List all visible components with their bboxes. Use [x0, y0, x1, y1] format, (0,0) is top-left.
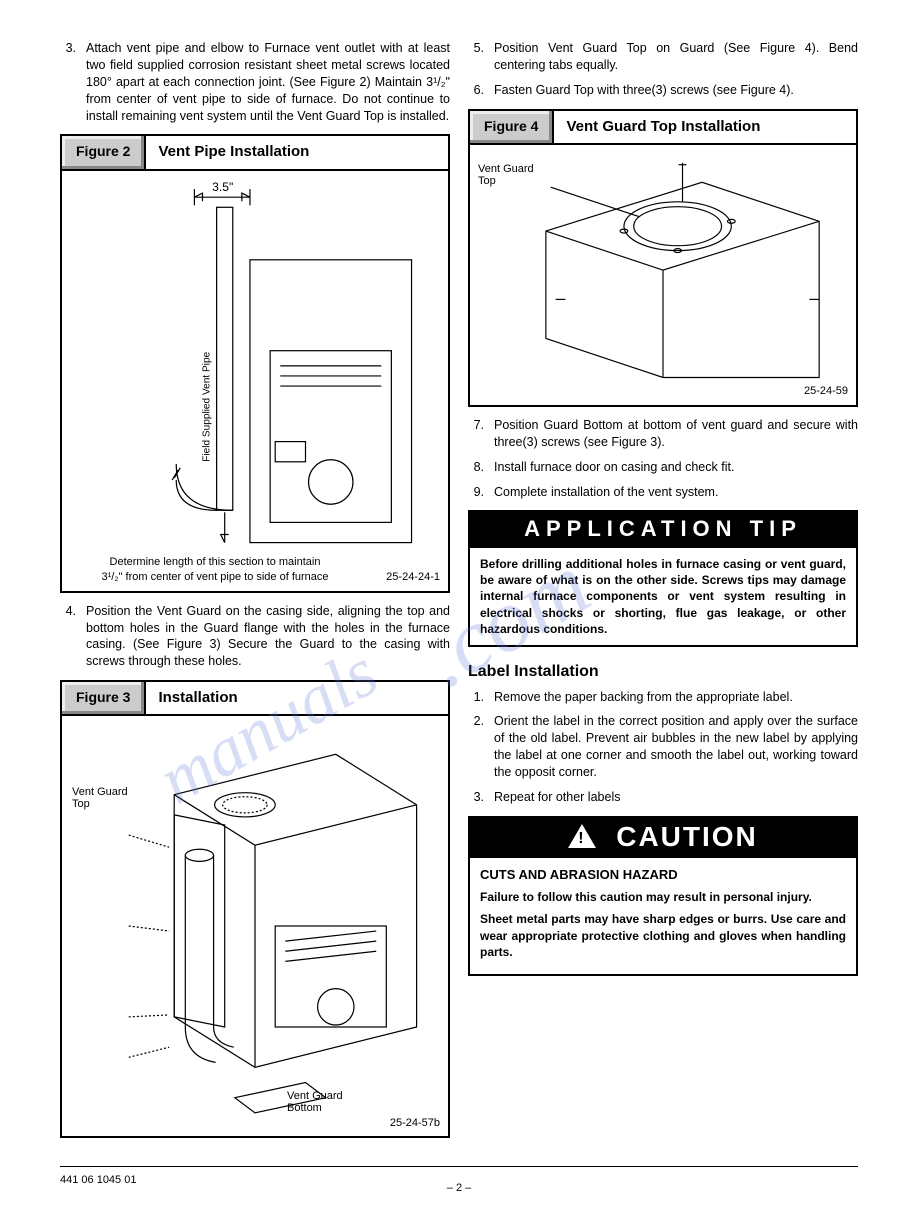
step-number: 3. — [468, 789, 494, 806]
caption1: Determine length of this section to main… — [110, 556, 321, 568]
caution-body2: Sheet metal parts may have sharp edges o… — [480, 912, 846, 958]
step-number: 2. — [468, 713, 494, 781]
figure-2-body: 3.5" Field Supplied Vent Pipe 25-24-24-1… — [62, 171, 448, 591]
figure-3: Figure 3 Installation — [60, 680, 450, 1138]
step-number: 4. — [60, 603, 86, 671]
figure-title: Vent Guard Top Installation — [554, 111, 856, 143]
vent-guard-bottom-label: Vent GuardBottom — [287, 1090, 343, 1114]
figure-header: Figure 3 Installation — [62, 682, 448, 716]
figure-code: 25-24-57b — [390, 1116, 440, 1131]
figure-code: 25-24-24-1 — [386, 570, 440, 585]
figure-caption: Determine length of this section to main… — [62, 555, 368, 585]
step-6: 6. Fasten Guard Top with three(3) screws… — [468, 82, 858, 99]
pipe-label: Field Supplied Vent Pipe — [202, 351, 213, 461]
label-step-2: 2. Orient the label in the correct posit… — [468, 713, 858, 781]
application-tip-heading: APPLICATION TIP — [468, 510, 858, 548]
figure-title: Vent Pipe Installation — [146, 136, 448, 168]
step-text: Position Guard Bottom at bottom of vent … — [494, 417, 858, 451]
step-text: Remove the paper backing from the approp… — [494, 689, 858, 706]
step-4: 4. Position the Vent Guard on the casing… — [60, 603, 450, 671]
caution-body1: Failure to follow this caution may resul… — [480, 890, 812, 904]
step-text: Install furnace door on casing and check… — [494, 459, 858, 476]
figure-4-drawing — [478, 153, 848, 397]
step-number: 5. — [468, 40, 494, 74]
label-installation-title: Label Installation — [468, 661, 858, 683]
step-3: 3. Attach vent pipe and elbow to Furnace… — [60, 40, 450, 124]
step-5: 5. Position Vent Guard Top on Guard (See… — [468, 40, 858, 74]
page-footer: 441 06 1045 01 – 2 – — [60, 1166, 858, 1188]
step-number: 9. — [468, 484, 494, 501]
figure-label: Figure 2 — [62, 136, 146, 168]
step-text: Repeat for other labels — [494, 789, 858, 806]
page-number: – 2 – — [447, 1181, 471, 1196]
step-text: Position the Vent Guard on the casing si… — [86, 603, 450, 671]
figure-title: Installation — [146, 682, 448, 714]
label-step-1: 1. Remove the paper backing from the app… — [468, 689, 858, 706]
application-tip-body: Before drilling additional holes in furn… — [468, 548, 858, 647]
left-column: 3. Attach vent pipe and elbow to Furnace… — [60, 40, 450, 1148]
figure-3-drawing — [70, 724, 440, 1128]
figure-header: Figure 4 Vent Guard Top Installation — [470, 111, 856, 145]
caution-heading: CAUTION — [468, 816, 858, 858]
figure-code: 25-24-59 — [804, 384, 848, 399]
step-number: 3. — [60, 40, 86, 124]
step-text: Complete installation of the vent system… — [494, 484, 858, 501]
figure-4-body: Vent GuardTop 25-24-59 — [470, 145, 856, 405]
step-number: 8. — [468, 459, 494, 476]
step-number: 7. — [468, 417, 494, 451]
caption2: 3¹/₂" from center of vent pipe to side o… — [101, 571, 328, 583]
step-text: Attach vent pipe and elbow to Furnace ve… — [86, 40, 450, 124]
dim-label: 3.5" — [212, 180, 233, 194]
step-text: Orient the label in the correct position… — [494, 713, 858, 781]
vent-guard-top-label: Vent GuardTop — [72, 786, 128, 810]
figure-3-body: Vent GuardTop Vent GuardBottom 25-24-57b — [62, 716, 448, 1136]
figure-2: Figure 2 Vent Pipe Installation — [60, 134, 450, 592]
figure-label: Figure 4 — [470, 111, 554, 143]
tip-text: Before drilling additional holes in furn… — [480, 557, 846, 636]
vent-guard-top-label: Vent GuardTop — [478, 163, 534, 187]
caution-box: CUTS AND ABRASION HAZARD Failure to foll… — [468, 858, 858, 976]
step-number: 6. — [468, 82, 494, 99]
step-9: 9. Complete installation of the vent sys… — [468, 484, 858, 501]
step-8: 8. Install furnace door on casing and ch… — [468, 459, 858, 476]
caution-text: CAUTION — [616, 818, 758, 856]
warning-triangle-icon — [568, 824, 596, 848]
figure-4: Figure 4 Vent Guard Top Installation — [468, 109, 858, 407]
label-step-3: 3. Repeat for other labels — [468, 789, 858, 806]
step-7: 7. Position Guard Bottom at bottom of ve… — [468, 417, 858, 451]
figure-label: Figure 3 — [62, 682, 146, 714]
step-text: Fasten Guard Top with three(3) screws (s… — [494, 82, 858, 99]
figure-header: Figure 2 Vent Pipe Installation — [62, 136, 448, 170]
step-text: Position Vent Guard Top on Guard (See Fi… — [494, 40, 858, 74]
right-column: 5. Position Vent Guard Top on Guard (See… — [468, 40, 858, 1148]
step-number: 1. — [468, 689, 494, 706]
figure-2-drawing: 3.5" Field Supplied Vent Pipe — [70, 179, 440, 583]
doc-number: 441 06 1045 01 — [60, 1174, 136, 1186]
two-column-layout: 3. Attach vent pipe and elbow to Furnace… — [60, 40, 858, 1148]
hazard-title: CUTS AND ABRASION HAZARD — [480, 866, 846, 884]
